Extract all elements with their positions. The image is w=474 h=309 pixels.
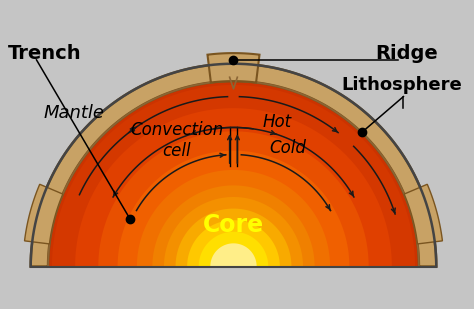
Text: Mantle: Mantle — [44, 104, 104, 122]
Polygon shape — [137, 170, 330, 267]
Polygon shape — [152, 185, 315, 267]
Polygon shape — [31, 64, 436, 267]
Text: Lithosphere: Lithosphere — [342, 76, 463, 94]
Polygon shape — [75, 108, 392, 267]
Text: Trench: Trench — [8, 44, 81, 63]
Polygon shape — [164, 197, 303, 267]
Polygon shape — [52, 85, 415, 267]
Text: Hot: Hot — [262, 113, 292, 131]
Polygon shape — [199, 232, 268, 267]
Text: Ridge: Ridge — [375, 44, 438, 63]
Polygon shape — [187, 220, 280, 267]
Polygon shape — [175, 209, 292, 267]
Polygon shape — [31, 64, 436, 267]
Text: Core: Core — [203, 213, 264, 237]
Text: Cold: Cold — [270, 138, 307, 157]
Polygon shape — [404, 184, 442, 244]
Polygon shape — [98, 131, 369, 267]
Polygon shape — [25, 184, 63, 244]
Polygon shape — [118, 151, 349, 267]
Polygon shape — [208, 53, 259, 83]
Text: Convection
cell: Convection cell — [130, 121, 223, 160]
Polygon shape — [210, 243, 256, 267]
